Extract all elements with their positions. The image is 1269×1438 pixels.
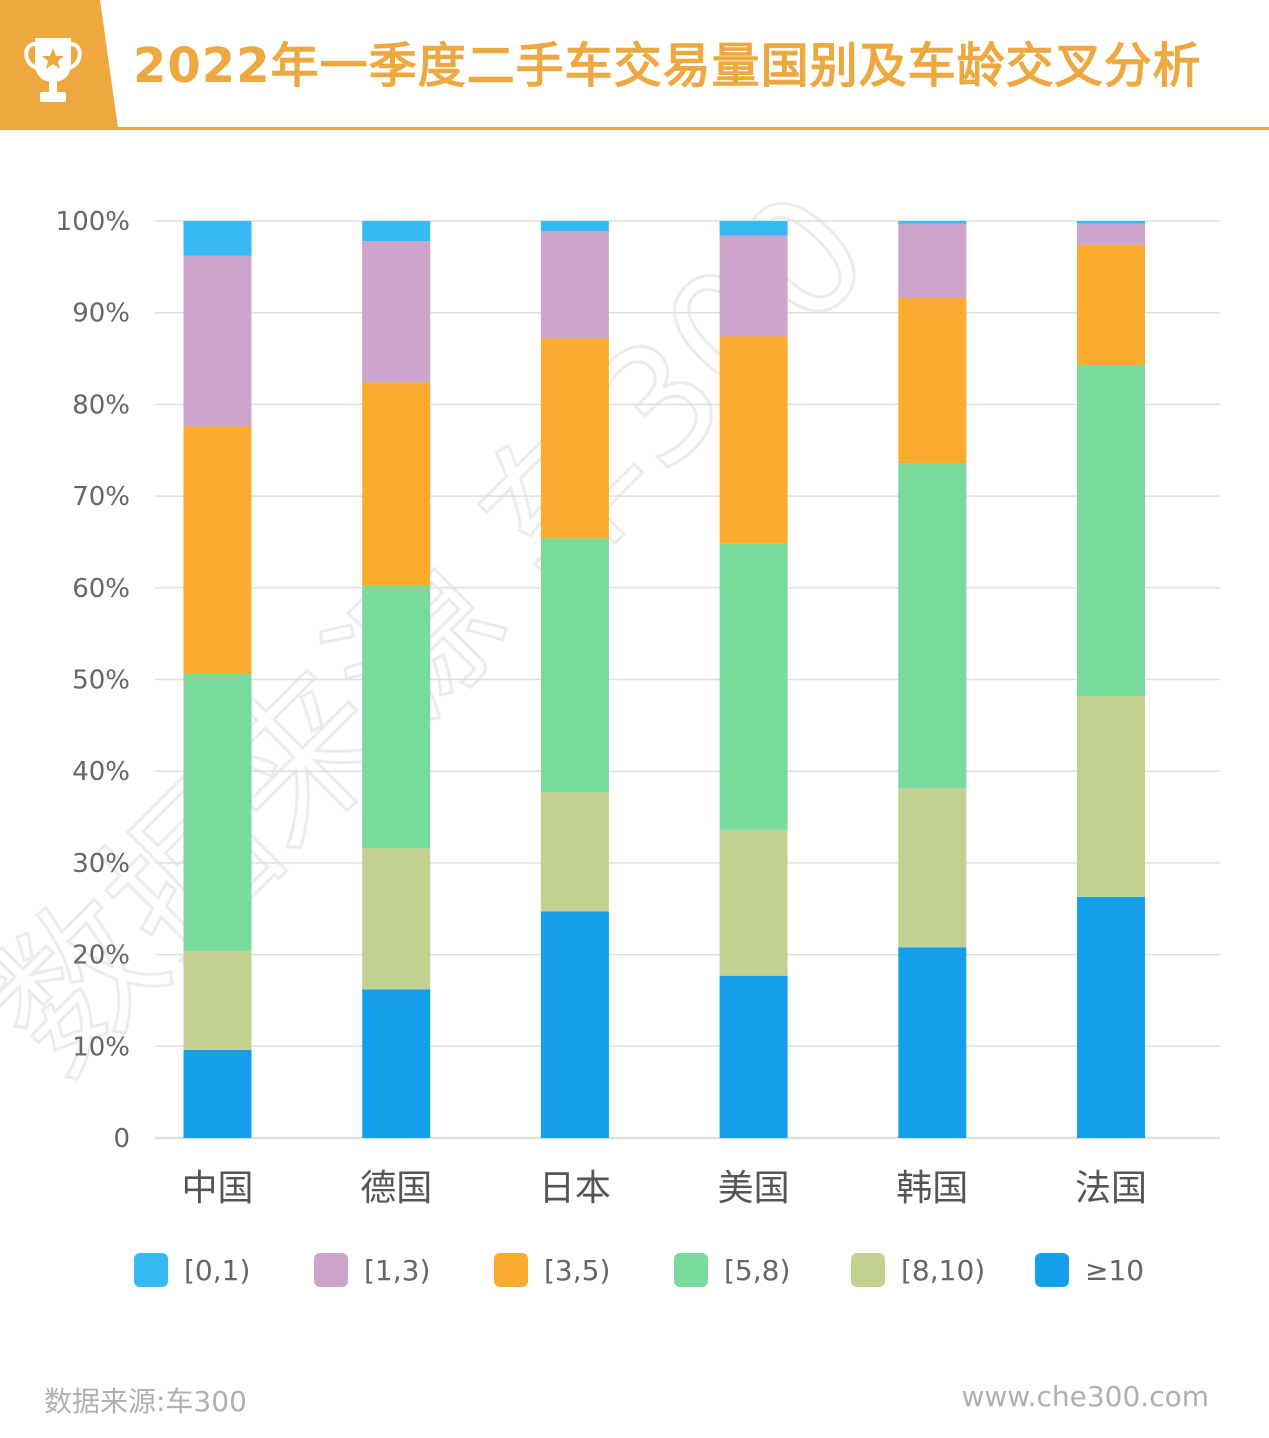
page-title: 2022年一季度二手车交易量国别及车龄交叉分析 (133, 38, 1202, 94)
legend-label: [8,10) (901, 1253, 986, 1287)
bar-segment (183, 1049, 252, 1138)
bar-segment (719, 829, 788, 976)
x-category-label: 中国 (181, 1168, 253, 1209)
y-tick-label: 100% (56, 207, 130, 237)
y-tick-label: 0 (113, 1124, 130, 1154)
y-tick-label: 90% (72, 299, 130, 329)
x-category-label: 德国 (360, 1168, 432, 1209)
bar-segment (719, 235, 788, 337)
y-tick-label: 30% (72, 849, 130, 879)
bar-segment (1077, 696, 1145, 897)
legend-item[interactable]: [1,3) (314, 1253, 430, 1287)
legend-item[interactable]: ≥10 (1035, 1253, 1144, 1287)
y-tick-label: 70% (72, 482, 130, 512)
legend-label: [1,3) (364, 1253, 431, 1287)
bar-segment (1077, 364, 1145, 697)
y-tick-label: 40% (72, 757, 130, 787)
bar-segment (362, 382, 431, 586)
bar-segment (898, 221, 967, 224)
legend: [0,1) [1,3) [3,5) [5,8) [8,10) ≥10 (0, 1253, 1269, 1297)
bar-segment (719, 336, 788, 544)
bar-segment (540, 221, 609, 232)
legend-swatch (314, 1253, 348, 1287)
bar-segment (1077, 221, 1145, 224)
y-axis: 0 10% 20% 30% 40% 50% 60% 70% 80% 90% 100% (56, 207, 130, 1154)
bar-segment (719, 221, 788, 236)
legend-item[interactable]: [0,1) (134, 1253, 250, 1287)
x-category-label: 日本 (539, 1168, 611, 1209)
bar-segment (362, 585, 431, 849)
legend-label: ≥10 (1085, 1253, 1145, 1287)
y-tick-label: 60% (72, 574, 130, 604)
bar-segment (898, 298, 967, 464)
legend-item[interactable]: [3,5) (494, 1253, 610, 1287)
bar-segment (183, 221, 252, 256)
bar-segment (898, 223, 967, 299)
y-tick-label: 50% (72, 666, 130, 696)
stacked-bar-chart: 0 10% 20% 30% 40% 50% 60% 70% 80% 90% 100% 中国 德国 日本 美… (56, 207, 1220, 1209)
bar-segment (362, 241, 431, 383)
legend-swatch (1035, 1253, 1069, 1287)
bar-segment (898, 788, 967, 948)
bar-segment (1077, 244, 1145, 365)
legend-swatch (851, 1253, 885, 1287)
bar-segment (183, 255, 252, 427)
bar-segment (719, 543, 788, 830)
y-tick-label: 80% (72, 390, 130, 420)
bar-segment (362, 221, 431, 242)
trophy-icon (24, 38, 82, 102)
bar-segment (183, 673, 252, 951)
legend-swatch (134, 1253, 168, 1287)
bar-segment (183, 950, 252, 1050)
bar-segment (540, 792, 609, 912)
x-category-label: 美国 (718, 1168, 790, 1209)
bar-segment (540, 538, 609, 793)
bars (183, 221, 1145, 1138)
bar-segment (898, 947, 967, 1138)
legend-label: [0,1) (184, 1253, 251, 1287)
data-source: 数据来源:车300 (44, 1385, 247, 1418)
bar-segment (898, 463, 967, 789)
y-tick-label: 20% (72, 941, 130, 971)
legend-label: [5,8) (724, 1253, 791, 1287)
bar-segment (540, 231, 609, 339)
x-axis: 中国 德国 日本 美国 韩国 法国 (181, 1168, 1147, 1209)
bar-segment (183, 426, 252, 674)
bar-segment (540, 338, 609, 539)
y-tick-label: 10% (72, 1032, 130, 1062)
header: 2022年一季度二手车交易量国别及车龄交叉分析 (0, 0, 1269, 130)
bar-segment (362, 848, 431, 990)
website-link[interactable]: www.che300.com (961, 1380, 1209, 1413)
bar-segment (1077, 896, 1145, 1138)
header-divider (0, 127, 1269, 130)
legend-swatch (494, 1253, 528, 1287)
bar-segment (362, 989, 431, 1138)
bar-segment (540, 911, 609, 1138)
legend-item[interactable]: [5,8) (674, 1253, 790, 1287)
x-category-label: 法国 (1075, 1168, 1147, 1209)
legend-label: [3,5) (544, 1253, 611, 1287)
legend-item[interactable]: [8,10) (851, 1253, 985, 1287)
bar-segment (719, 975, 788, 1138)
legend-swatch (674, 1253, 708, 1287)
gridlines (155, 220, 1220, 1140)
x-category-label: 韩国 (896, 1168, 968, 1209)
bar-segment (1077, 223, 1145, 245)
